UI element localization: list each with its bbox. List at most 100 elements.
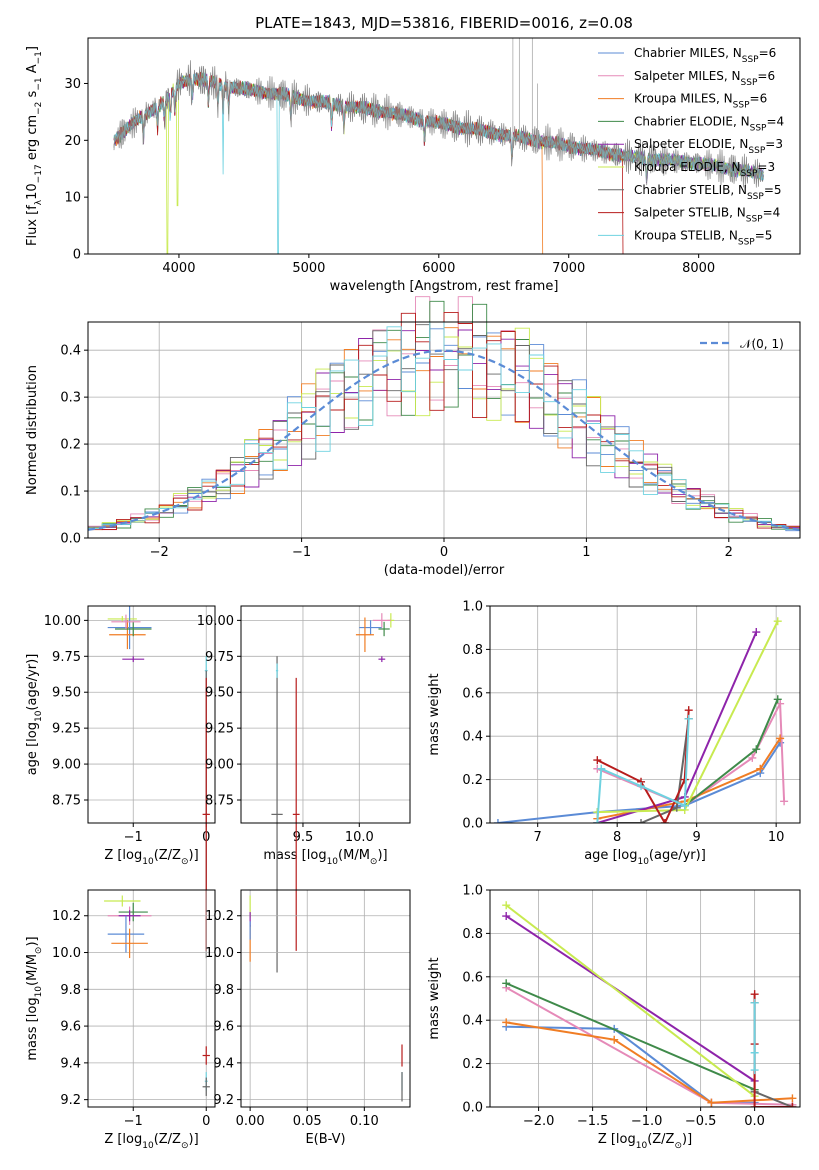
x-axis-label-part: (Z/Z (154, 1132, 181, 1147)
y-tick-label: 8.75 (52, 794, 81, 809)
legend-label-part: SSP (750, 123, 767, 133)
y-tick-label: 9.2 (213, 1093, 234, 1108)
x-axis-label-part: 10 (637, 857, 649, 867)
legend-label-part: =6 (759, 46, 777, 60)
y-tick-label: 9.6 (213, 1020, 234, 1035)
mass-weight-point (780, 797, 789, 806)
axes-frame (489, 605, 801, 824)
y-tick-label: 9.2 (60, 1093, 81, 1108)
legend-label-part: SSP (738, 237, 755, 247)
x-tick-label: 7 (534, 830, 542, 845)
x-tick-label: 10.0 (345, 830, 374, 845)
y-axis-label-part: s (25, 90, 40, 101)
y-tick-label: 9.75 (52, 650, 81, 665)
x-tick-label: −1 (292, 545, 311, 560)
y-tick-label: 9.25 (205, 722, 234, 737)
mass-weight-line (597, 718, 690, 823)
y-axis-label-part: −17 (34, 164, 44, 183)
mass-weight-line (506, 1021, 793, 1104)
x-axis-label-part: Z [log (598, 1132, 636, 1147)
mass-weight-point (680, 801, 689, 810)
y-axis-label: Normed distribution (25, 365, 40, 495)
y-axis-label-part: erg cm (25, 115, 40, 164)
mass-weight-line (505, 982, 755, 1091)
legend-label-part: =6 (757, 69, 775, 83)
weight-vs-Z-panel: −2.0 −1.5 −1.0 −0.5 0.0 0.0 0.2 0.4 0.6 0.8 1.0 Z [… (427, 884, 801, 1151)
y-tick-label: 0.1 (60, 485, 81, 500)
y-tick-label: 0.6 (462, 970, 483, 985)
mass-weight-point (776, 699, 785, 708)
x-tick-label: 2 (725, 545, 733, 560)
legend-label-part: SSP (733, 101, 750, 111)
legend-label: Kroupa MILES, NSSP=6 (634, 92, 767, 111)
x-axis-label-part: 10 (142, 857, 154, 867)
legend-label: Chabrier MILES, NSSP=6 (634, 46, 776, 65)
y-tick-label: 0.4 (60, 344, 81, 359)
legend-label: Chabrier STELIB, NSSP=5 (634, 183, 782, 202)
x-tick-label: 7000 (552, 261, 585, 276)
y-tick-label: 0.2 (462, 1057, 483, 1072)
legend-label: 𝒩(0, 1) (740, 337, 784, 351)
x-axis-label-part: ⊙ (370, 857, 378, 867)
mass-weight-point (593, 756, 602, 765)
y-tick-label: 1.0 (462, 600, 483, 615)
legend-label-part: =4 (766, 114, 784, 128)
legend: 𝒩(0, 1) (700, 337, 784, 351)
x-axis-label: Z [log10(Z/Z⊙)] (598, 1132, 692, 1151)
y-tick-label: 0.6 (462, 686, 483, 701)
mass-weight-point (660, 819, 669, 823)
age-vs-mass-panel: 9.5 10.0 8.75 9.00 9.25 9.50 9.75 10.00 mass [lo… (197, 605, 411, 973)
x-tick-label: 6000 (422, 261, 455, 276)
spectrum-plot-area (113, 38, 764, 254)
legend-label-part: Salpeter ELODIE, N (634, 137, 748, 151)
mass-weight-point (788, 1103, 797, 1107)
x-tick-label: 10 (768, 830, 785, 845)
y-tick-label: 10.2 (205, 909, 234, 924)
mass-weight-point (707, 1098, 716, 1107)
legend-label: Kroupa STELIB, NSSP=5 (634, 228, 772, 247)
mass-weight-line (505, 915, 756, 1082)
mass-weight-point (750, 998, 759, 1007)
y-tick-label: 0.3 (60, 391, 81, 406)
axes-frame (87, 889, 216, 1108)
y-tick-label: 20 (64, 134, 81, 149)
y-axis-label: age [log10(age/yr)] (25, 654, 44, 776)
x-tick-label: 4000 (162, 261, 195, 276)
y-tick-label: 9.4 (213, 1056, 234, 1071)
axes-frame (240, 605, 411, 824)
residual-histogram (88, 321, 800, 531)
axes-frame (489, 889, 801, 1108)
axes-frame (87, 605, 216, 824)
y-axis-label: mass [log10(M/M⊙)] (25, 936, 44, 1060)
x-tick-label: −1.5 (577, 1114, 609, 1129)
legend-label-part: Salpeter STELIB, N (634, 206, 746, 220)
model-spectrum-line (113, 71, 624, 254)
x-axis-label-part: (Z/Z (647, 1132, 674, 1147)
y-tick-label: 9.00 (205, 758, 234, 773)
x-tick-label: 0 (202, 1114, 210, 1129)
legend-label-part: =3 (765, 137, 783, 151)
mass-weight-point (750, 1066, 759, 1075)
legend-label-part: Chabrier MILES, N (634, 46, 742, 60)
y-tick-label: 9.00 (52, 758, 81, 773)
x-axis-label-part: (Z/Z (154, 848, 181, 863)
y-tick-label: 0.8 (462, 927, 483, 942)
y-axis-label-part: ] (25, 46, 40, 51)
y-axis-label-part: −1 (34, 77, 44, 90)
legend-label-part: SSP (741, 169, 758, 179)
y-axis-label: Flux [fλ10−17 erg cm−2 s−1 A−1] (25, 46, 44, 246)
mass-weight-point (684, 714, 693, 723)
legend-label: Salpeter STELIB, NSSP=4 (634, 206, 780, 225)
figure-title: PLATE=1843, MJD=53816, FIBERID=0016, z=0… (255, 14, 633, 32)
x-axis-label: mass [log10(M/M⊙)] (263, 848, 387, 867)
y-tick-label: 9.6 (60, 1020, 81, 1035)
y-tick-label: 10.0 (52, 946, 81, 961)
y-tick-label: 9.25 (52, 722, 81, 737)
x-axis-label-part: )] (682, 1132, 692, 1147)
x-axis-label-part: )] (189, 848, 199, 863)
x-axis-label-part: Z [log (104, 1132, 142, 1147)
y-tick-label: 0.2 (462, 773, 483, 788)
